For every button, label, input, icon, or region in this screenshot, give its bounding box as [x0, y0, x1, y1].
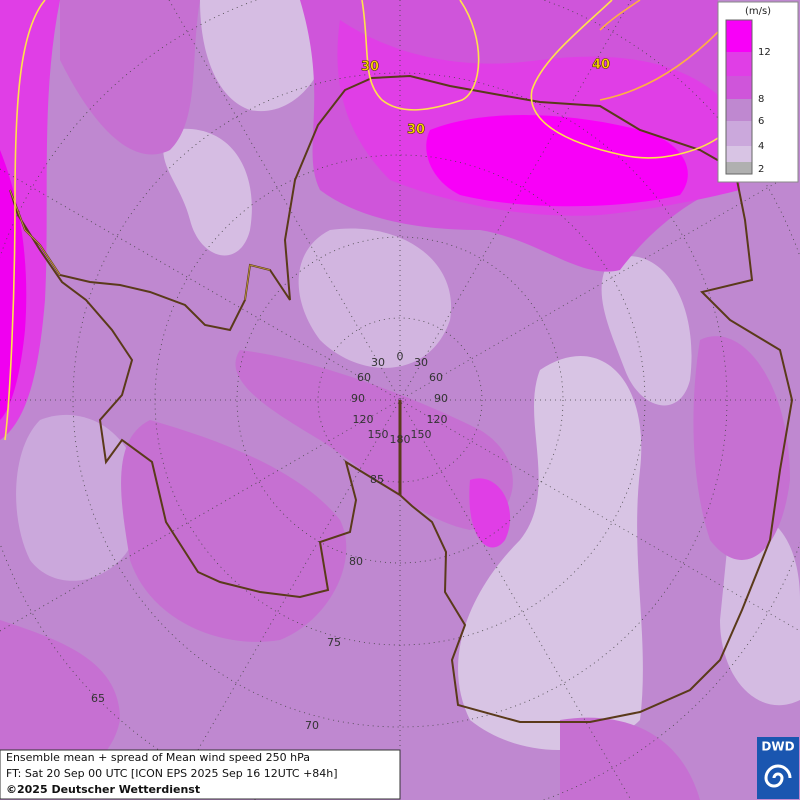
logo-swirl — [764, 764, 792, 788]
legend-frame — [725, 19, 753, 175]
strong-area — [469, 478, 511, 548]
isotach — [4, 0, 46, 441]
longitude-label: 90 — [434, 392, 448, 405]
light-area — [298, 228, 452, 368]
isotachs — [4, 0, 719, 441]
longitude-label: 30 — [414, 356, 428, 369]
legend-tick: 2 — [758, 164, 764, 175]
coastline-highlight — [9, 189, 271, 301]
footer: Ensemble mean + spread of Mean wind spee… — [0, 749, 401, 800]
contour-label: 40 — [592, 58, 610, 73]
longitude-label: 180 — [390, 433, 411, 446]
latitude-label: 65 — [91, 692, 105, 705]
legend-swatch — [726, 76, 752, 99]
dark-area — [235, 350, 513, 530]
dark-area — [121, 420, 347, 642]
footer-box — [0, 749, 401, 800]
longitude-label: 120 — [427, 413, 448, 426]
legend-swatch — [726, 162, 752, 174]
footer-copyright: ©2025 Deutscher Wetterdienst — [6, 783, 200, 796]
dark-area — [0, 620, 120, 783]
logo: DWD — [757, 737, 799, 799]
latitude-label: 80 — [349, 555, 363, 568]
footer-title: Ensemble mean + spread of Mean wind spee… — [6, 751, 310, 764]
legend-tick: 6 — [758, 116, 764, 127]
legend-swatch — [726, 99, 752, 121]
contour-label: 30 — [361, 60, 379, 75]
legend-swatch — [726, 146, 752, 162]
jet-core — [426, 115, 688, 207]
legend-tick: 12 — [758, 47, 771, 58]
legend-unit: (m/s) — [745, 6, 771, 17]
dark-area — [693, 336, 790, 560]
legend: (m/s) 12 8 6 4 2 — [717, 1, 799, 183]
longitude-label: 30 — [371, 356, 385, 369]
legend-swatch — [726, 121, 752, 146]
logo-text: DWD — [761, 740, 794, 754]
longitude-label: 90 — [351, 392, 365, 405]
isotach — [599, 31, 719, 101]
legend-swatch — [726, 20, 752, 52]
longitude-label: 150 — [411, 428, 432, 441]
footer-time: FT: Sat 20 Sep 00 UTC [ICON EPS 2025 Sep… — [6, 767, 338, 780]
latitude-circle — [317, 317, 483, 483]
latitude-label: 70 — [305, 719, 319, 732]
legend-tick: 8 — [758, 94, 764, 105]
light-area — [601, 256, 692, 406]
longitude-label: 60 — [357, 371, 371, 384]
dark-area — [60, 0, 200, 155]
longitude-label: 150 — [368, 428, 389, 441]
latitude-circle — [236, 236, 564, 564]
longitude-label: 60 — [429, 371, 443, 384]
longitude-label: 0 — [397, 350, 404, 363]
isotach — [361, 0, 480, 111]
contour-label: 30 — [407, 123, 425, 138]
latitude-label: 75 — [327, 636, 341, 649]
isotach — [530, 0, 719, 159]
latitude-circle — [72, 72, 728, 728]
longitude-label: 120 — [353, 413, 374, 426]
light-area — [458, 356, 643, 750]
legend-tick: 4 — [758, 141, 764, 152]
isotach — [599, 0, 641, 31]
legend-swatch — [726, 52, 752, 76]
dark-area — [560, 717, 700, 800]
logo-box — [757, 737, 799, 799]
light-area — [720, 514, 800, 706]
latitude-label: 85 — [370, 473, 384, 486]
light-area — [200, 0, 332, 112]
